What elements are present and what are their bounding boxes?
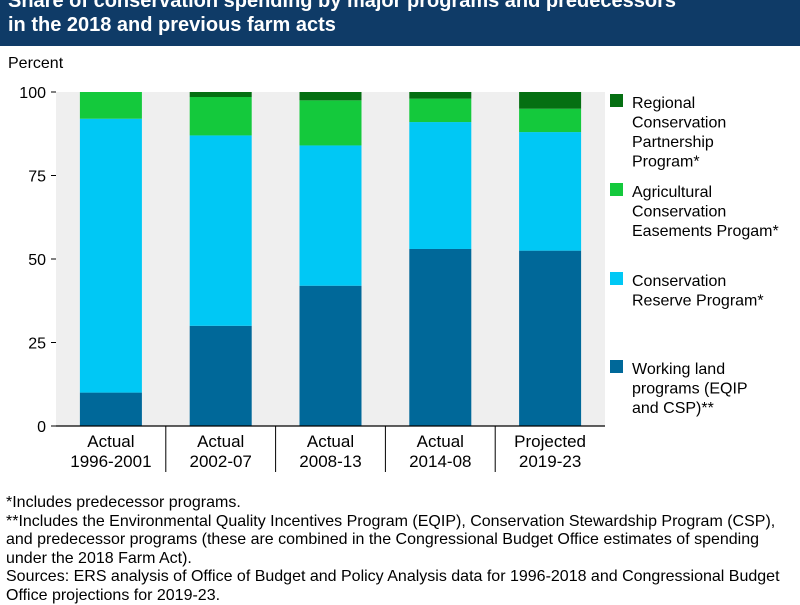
legend-swatch — [610, 94, 623, 107]
legend-item: Working land programs (EQIP and CSP)** — [610, 360, 748, 417]
bar-stack — [79, 92, 142, 426]
bar-segment — [189, 92, 252, 98]
bar-stacks — [79, 92, 582, 426]
legend: Regional Conservation Partnership Program* A… — [610, 94, 779, 417]
bar-segment — [299, 285, 362, 426]
legend-label: and CSP)** — [632, 400, 714, 417]
x-tick-label: Actual — [197, 432, 244, 451]
bar-segment — [409, 248, 472, 426]
legend-label: Conservation — [632, 273, 726, 290]
y-tick-label: 75 — [28, 169, 46, 186]
bar-stack — [519, 92, 582, 426]
bar-segment — [519, 250, 582, 426]
y-axis-ticks: 0 25 50 75 100 — [19, 85, 56, 436]
bar-segment — [409, 122, 472, 249]
y-tick-label: 0 — [37, 419, 46, 436]
bar-segment — [299, 100, 362, 146]
bar-segment — [189, 135, 252, 326]
legend-label: programs (EQIP — [632, 381, 748, 398]
legend-swatch — [610, 272, 623, 285]
y-axis-label: Percent — [8, 55, 64, 72]
legend-label: Easements Progam* — [632, 223, 779, 240]
x-tick-label: Actual — [417, 432, 464, 451]
chart-title: Share of conservation spending by major … — [0, 0, 800, 46]
legend-item: Regional Conservation Partnership Program* — [610, 94, 726, 171]
x-tick-label: 2019-23 — [519, 452, 581, 471]
legend-label: Reserve Program* — [632, 293, 764, 310]
x-tick-label: Actual — [87, 432, 134, 451]
bar-segment — [519, 92, 582, 109]
legend-label: Conservation — [632, 204, 726, 221]
y-tick-label: 50 — [28, 252, 46, 269]
bar-stack — [189, 92, 252, 426]
bar-stack — [299, 92, 362, 426]
x-axis-labels: Actual1996-2001Actual2002-07Actual2008-1… — [70, 426, 586, 472]
chart-title-line-2: in the 2018 and previous farm acts — [8, 14, 336, 36]
x-tick-label: 2014-08 — [409, 452, 471, 471]
legend-label: Agricultural — [632, 184, 712, 201]
legend-label: Partnership — [632, 134, 714, 151]
bar-segment — [409, 92, 472, 99]
legend-label: Conservation — [632, 115, 726, 132]
bar-segment — [79, 92, 142, 119]
x-tick-label: 1996-2001 — [70, 452, 151, 471]
x-tick-label: 2008-13 — [299, 452, 361, 471]
x-tick-label: Actual — [307, 432, 354, 451]
footnote-1: *Includes predecessor programs. — [6, 494, 241, 511]
footnotes: *Includes predecessor programs. **Includ… — [6, 494, 798, 605]
bar-segment — [79, 392, 142, 426]
bar-segment — [189, 325, 252, 426]
x-tick-label: Projected — [514, 432, 586, 451]
x-tick-label: 2002-07 — [190, 452, 252, 471]
chart-title-line-1: Share of conservation spending by major … — [8, 0, 676, 12]
bar-segment — [299, 92, 362, 101]
legend-item: Conservation Reserve Program* — [610, 272, 764, 310]
legend-swatch — [610, 183, 623, 196]
y-tick-label: 100 — [19, 85, 46, 102]
legend-swatch — [610, 360, 623, 373]
bar-segment — [409, 98, 472, 123]
bar-segment — [79, 118, 142, 393]
bar-segment — [189, 97, 252, 136]
y-tick-label: 25 — [28, 336, 46, 353]
bar-stack — [409, 92, 472, 426]
bar-segment — [519, 132, 582, 251]
bar-segment — [519, 108, 582, 133]
legend-item: Agricultural Conservation Easements Progam… — [610, 183, 779, 240]
footnote-sources: Sources: ERS analysis of Office of Budge… — [6, 568, 780, 604]
footnote-2: **Includes the Environmental Quality Inc… — [6, 512, 776, 567]
legend-label: Regional — [632, 95, 695, 112]
legend-label: Working land — [632, 361, 725, 378]
bar-segment — [299, 145, 362, 286]
legend-label: Program* — [632, 154, 700, 171]
